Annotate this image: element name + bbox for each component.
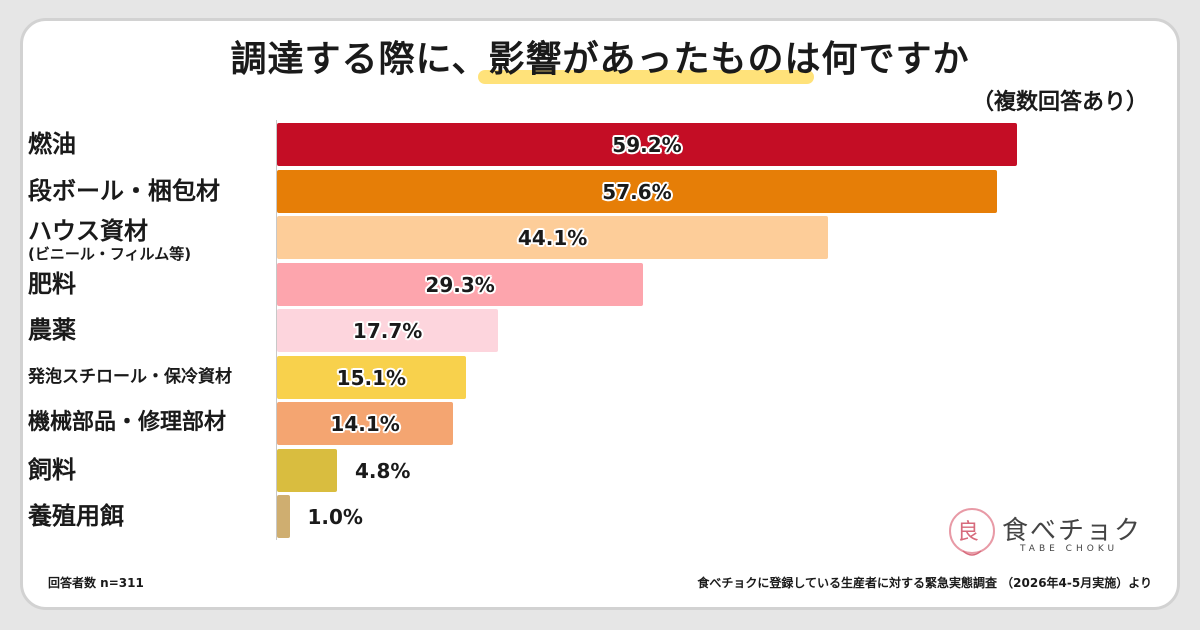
bar (277, 216, 829, 259)
bar (277, 495, 290, 538)
category-note: (ビニール・フィルム等) (28, 245, 192, 264)
value-label: 29.3% (425, 272, 495, 297)
category-name: 燃油 (28, 130, 76, 159)
category-label: ハウス資材 (ビニール・フィルム等) (28, 218, 278, 263)
svg-text:良: 良 (957, 520, 979, 545)
category-label: 発泡スチロール・保冷資材 (28, 366, 278, 387)
category-name: 農薬 (28, 316, 76, 345)
category-label: 段ボール・梱包材 (28, 178, 278, 204)
category-label: 農薬 (28, 317, 278, 343)
category-name: 飼料 (28, 455, 76, 484)
value-label: 59.2% (612, 133, 682, 157)
source-note: 食べチョクに登録している生産者に対する緊急実態調査 （2026年4-5月実施）よ… (697, 576, 1152, 590)
bar (277, 169, 997, 213)
bar (277, 309, 499, 352)
category-name: 機械部品・修理部材 (28, 410, 227, 436)
category-name: 発泡スチロール・保冷資材 (28, 366, 232, 387)
chart-card (20, 18, 1180, 610)
bar (277, 355, 466, 399)
value-label: 14.1% (330, 412, 400, 436)
category-name: 段ボール・梱包材 (28, 176, 220, 205)
chart-title: 調達する際に、影響があったものは何ですか (230, 39, 970, 80)
bar (277, 123, 1017, 166)
category-label: 肥料 (28, 271, 278, 297)
logo-subtext: TABE CHOKU (1020, 544, 1119, 554)
value-label: 1.0% (307, 505, 363, 529)
value-label: 57.6% (602, 179, 672, 204)
category-label: 飼料 (28, 457, 278, 483)
value-label: 15.1% (336, 365, 407, 390)
title-highlight (478, 70, 814, 84)
chart-subtitle: （複数回答あり） (971, 90, 1148, 115)
category-name: ハウス資材 (28, 217, 148, 245)
category-label: 機械部品・修理部材 (28, 411, 278, 435)
category-name: 養殖用餌 (28, 502, 124, 531)
value-label: 44.1% (517, 226, 588, 250)
category-name: 肥料 (28, 269, 76, 298)
bar (277, 402, 454, 445)
category-axis-line (276, 120, 277, 540)
respondent-count: 回答者数 n=311 (48, 576, 144, 590)
logo-text: 食べチョク (1002, 516, 1143, 546)
value-label: 4.8% (355, 458, 411, 483)
category-label: 燃油 (28, 131, 278, 157)
bar (277, 448, 337, 492)
tabechoku-logo-icon: 良 (949, 508, 995, 556)
bar (277, 262, 644, 306)
value-label: 17.7% (352, 319, 423, 343)
category-label: 養殖用餌 (28, 503, 278, 529)
